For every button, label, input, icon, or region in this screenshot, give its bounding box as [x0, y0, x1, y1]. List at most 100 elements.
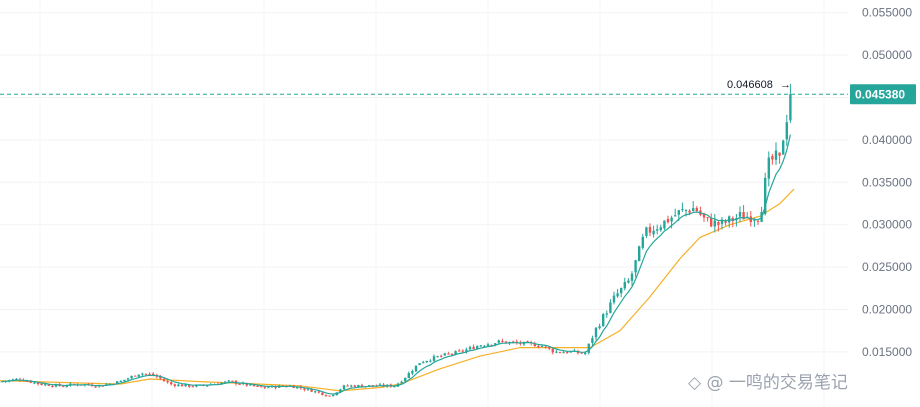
candle-body	[753, 219, 756, 221]
candle-body	[321, 392, 324, 395]
candle-body	[173, 384, 176, 386]
candle-body	[713, 220, 716, 227]
candle-body	[51, 385, 54, 387]
candle-body	[598, 326, 601, 329]
candle-body	[177, 384, 180, 387]
candle-body	[627, 280, 630, 283]
candle-body	[317, 391, 320, 393]
candle-body	[652, 230, 655, 235]
candle-body	[778, 152, 781, 156]
candle-body	[648, 226, 652, 233]
candle-body	[569, 351, 572, 353]
candle-body	[562, 352, 565, 354]
candle-body	[634, 260, 637, 273]
y-tick-label: 0.020000	[862, 302, 912, 316]
candle-body	[440, 355, 443, 357]
candle-body	[47, 384, 50, 386]
candle-body	[738, 212, 742, 217]
candle-body	[436, 356, 439, 358]
candle-body	[314, 391, 317, 393]
slow-ma-polyline	[0, 188, 795, 392]
candle-body	[681, 209, 684, 211]
candle-body	[720, 219, 724, 224]
candle-body	[537, 345, 540, 347]
candle-body	[238, 383, 241, 385]
candle-body	[468, 347, 472, 350]
candle-body	[533, 343, 536, 347]
candle-body	[465, 349, 468, 352]
candle-body	[490, 344, 493, 346]
candle-body	[486, 344, 490, 347]
candle-body	[501, 340, 504, 342]
candle-body	[558, 352, 562, 354]
candle-body	[346, 385, 349, 387]
candle-body	[342, 385, 346, 390]
candle-body	[450, 353, 454, 355]
candle-body	[148, 374, 151, 376]
candle-body	[504, 341, 508, 344]
high-marker: 0.046608 →	[727, 79, 791, 91]
candle-body	[771, 156, 774, 160]
candle-body	[587, 343, 590, 353]
candle-body	[249, 384, 252, 386]
candle-body	[360, 385, 364, 387]
candle-body	[605, 313, 608, 315]
candle-body	[602, 314, 605, 327]
candle-body	[357, 385, 360, 387]
candle-body	[134, 375, 137, 377]
candle-body	[26, 381, 29, 383]
candle-body	[429, 360, 432, 362]
candle-body	[353, 385, 356, 387]
candle-body	[184, 384, 187, 387]
candle-body	[594, 327, 598, 338]
candle-body	[616, 293, 619, 297]
candle-body	[580, 352, 583, 354]
chart-grid	[0, 0, 848, 407]
candle-body	[65, 385, 68, 387]
candle-body	[461, 350, 464, 352]
candle-body	[756, 220, 760, 222]
candle-body	[407, 373, 410, 379]
y-tick-label: 0.030000	[862, 218, 912, 232]
candle-body	[591, 338, 594, 343]
candle-body	[774, 150, 778, 160]
y-tick-label: 0.025000	[862, 260, 912, 274]
candle-body	[191, 386, 194, 388]
candle-body	[418, 363, 421, 366]
candle-body	[44, 384, 47, 386]
candle-body	[40, 383, 43, 385]
candle-body	[764, 178, 767, 214]
fast-ma-polyline	[1, 134, 791, 395]
candle-body	[566, 351, 569, 353]
candle-body	[472, 346, 475, 350]
candle-body	[702, 213, 706, 218]
candle-body	[116, 381, 119, 385]
y-tick-label: 0.040000	[862, 133, 912, 147]
candle-body	[742, 212, 745, 220]
candle-body	[476, 346, 479, 350]
candle-body	[332, 394, 335, 397]
candle-body	[645, 227, 648, 237]
candle-body	[620, 288, 623, 294]
candle-body	[630, 273, 634, 281]
candle-body	[767, 157, 770, 179]
candle-body	[684, 210, 688, 212]
candle-body	[306, 388, 310, 390]
candle-body	[62, 386, 65, 388]
fast-moving-average-line	[1, 134, 791, 395]
candle-body	[144, 373, 148, 375]
candle-body	[692, 208, 695, 212]
candle-body	[623, 281, 626, 289]
candle-body	[94, 386, 97, 388]
candle-body	[555, 351, 558, 353]
candle-body	[458, 350, 461, 352]
candles	[0, 83, 792, 397]
candle-body	[130, 375, 133, 379]
y-tick-label: 0.055000	[862, 6, 912, 20]
current-price-tag: 0.045380	[850, 84, 916, 105]
candle-body	[166, 380, 169, 383]
candle-body	[717, 221, 720, 226]
candle-body	[296, 386, 299, 389]
candle-body	[443, 353, 446, 356]
